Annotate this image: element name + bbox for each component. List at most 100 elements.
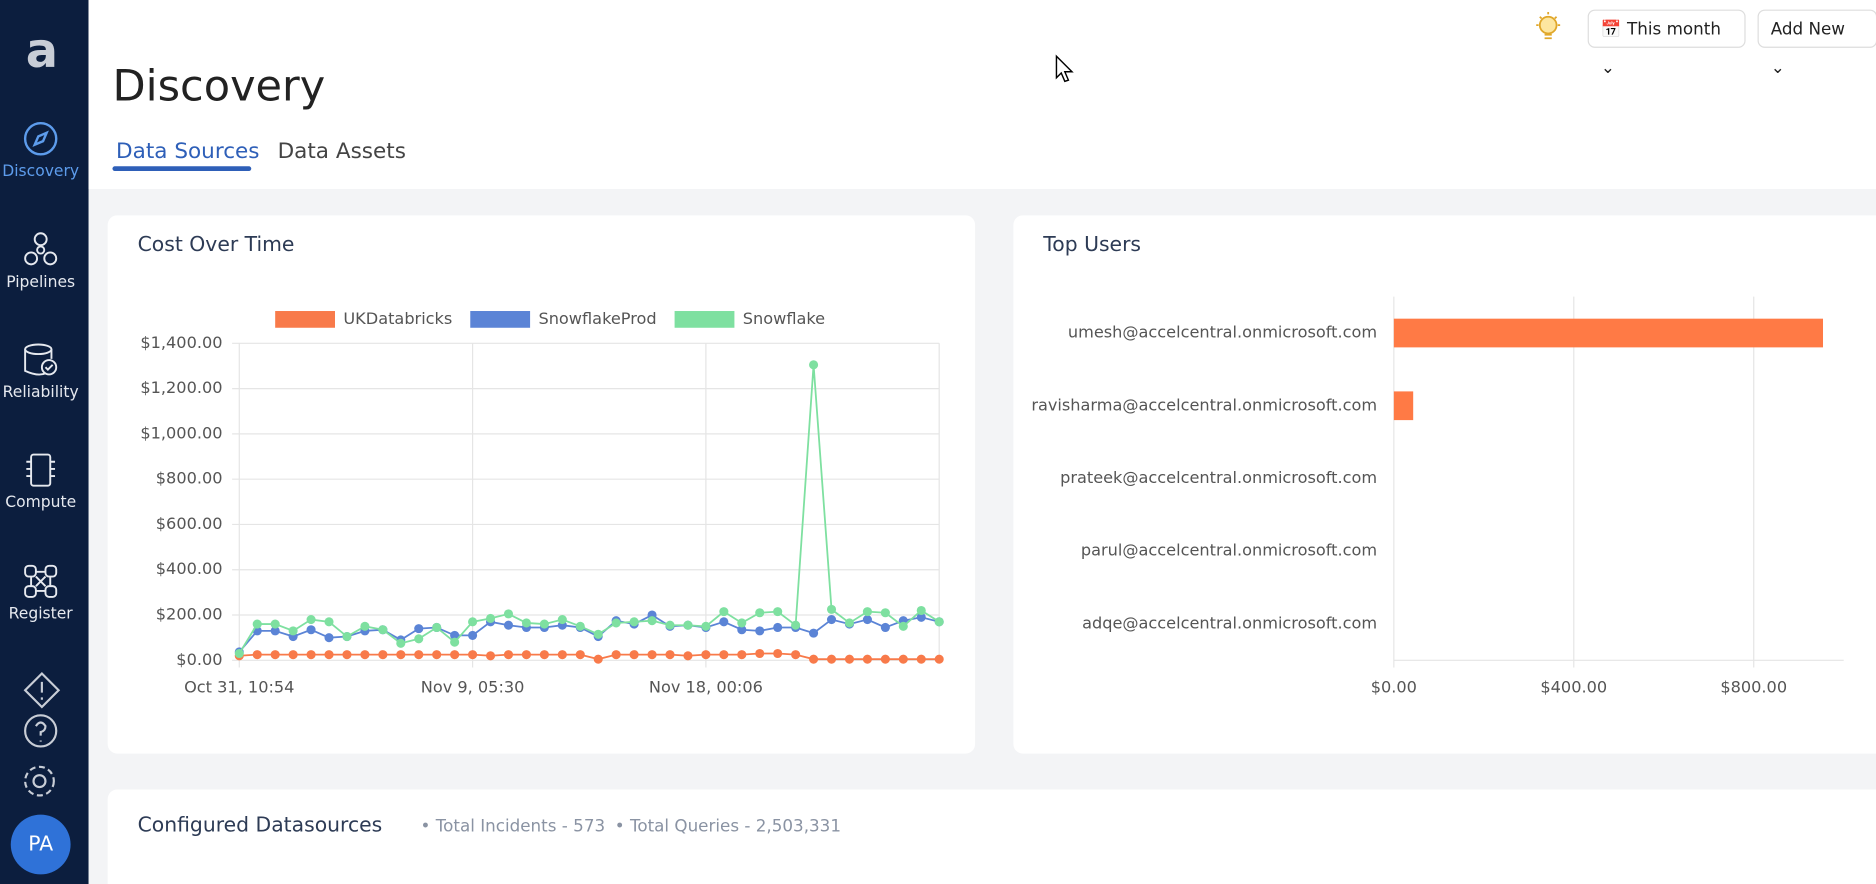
data-point <box>575 650 585 660</box>
data-point <box>916 612 926 622</box>
data-point <box>360 621 370 631</box>
data-point <box>342 631 352 642</box>
data-point <box>450 630 460 640</box>
series-line <box>238 364 940 654</box>
datasources-card: Configured Datasources Total Incidents - … <box>107 789 1876 884</box>
icon <box>24 232 58 266</box>
data-point <box>324 617 334 627</box>
data-point <box>324 633 334 643</box>
data-point <box>755 626 765 636</box>
data-point <box>719 650 729 660</box>
data-point <box>934 654 944 664</box>
users-card: Top Users $0.00 $400.00 $800.00 umesh@accel… <box>1013 215 1876 754</box>
legend-label: UKDatabricks <box>343 309 452 328</box>
nav-reliability[interactable]: Reliability <box>0 341 81 402</box>
data-point <box>629 650 639 660</box>
data-point <box>450 650 460 660</box>
nav-discovery[interactable]: Discovery <box>0 120 81 181</box>
data-point <box>862 615 872 625</box>
data-point <box>809 628 819 638</box>
data-point <box>719 607 729 617</box>
icon <box>23 122 58 156</box>
icon <box>24 343 58 376</box>
data-point <box>701 621 711 631</box>
data-point <box>773 607 783 617</box>
data-point <box>557 615 567 625</box>
data-point <box>450 637 460 647</box>
header: Discovery Data Sources Data Assets 📅 Thi… <box>88 0 1876 190</box>
icon <box>24 564 58 598</box>
legend-swatch <box>275 311 336 328</box>
data-point <box>270 626 280 636</box>
avatar[interactable]: PA <box>10 814 71 875</box>
data-point <box>396 650 406 660</box>
data-point <box>647 650 657 660</box>
data-point <box>539 619 549 629</box>
data-point <box>898 621 908 631</box>
card-title: Cost Over Time <box>137 233 295 258</box>
date-filter[interactable]: 📅 This month ⌄ <box>1587 9 1746 78</box>
nav-register[interactable]: Register <box>0 562 81 623</box>
y-tick-label: $1,200.00 <box>140 378 222 397</box>
data-point <box>485 613 496 623</box>
data-point <box>880 654 890 664</box>
series-line <box>239 652 940 661</box>
data-point <box>539 650 549 660</box>
logo[interactable]: a <box>25 23 59 79</box>
nav-label: Reliability <box>2 383 79 402</box>
data-point <box>611 618 621 628</box>
data-point <box>503 609 514 619</box>
y-tick-label: parul@accelcentral.onmicrosoft.com <box>1081 541 1377 560</box>
add-new-label: Add New <box>1770 20 1846 40</box>
data-point <box>719 617 729 627</box>
data-point <box>503 650 514 660</box>
data-point <box>234 648 244 659</box>
data-point <box>306 615 316 625</box>
data-point <box>916 605 926 616</box>
data-point <box>432 622 442 633</box>
data-point <box>593 654 603 664</box>
add-new-button[interactable]: Add New ⌄ <box>1757 9 1876 78</box>
data-point <box>378 650 388 660</box>
theme-icon[interactable] <box>1531 10 1565 46</box>
stat: Total Queries - 2,503,331 <box>615 817 841 836</box>
nav-label: Compute <box>5 494 77 512</box>
y-tick-label: prateek@accelcentral.onmicrosoft.com <box>1060 468 1377 487</box>
data-point <box>737 650 747 660</box>
nav-pipelines[interactable]: Pipelines <box>0 231 81 292</box>
cursor <box>1055 54 1074 83</box>
data-point <box>468 650 478 660</box>
data-point <box>755 648 765 659</box>
data-point <box>791 620 801 630</box>
data-point <box>898 654 908 664</box>
legend-swatch <box>674 311 735 328</box>
data-point <box>826 654 837 664</box>
data-point <box>683 651 693 661</box>
legend-swatch <box>470 311 531 328</box>
data-point <box>593 629 603 639</box>
data-point <box>755 608 765 618</box>
tab[interactable]: Data Assets <box>277 138 406 164</box>
y-tick-label: $800.00 <box>156 469 223 488</box>
data-point <box>414 624 424 634</box>
data-point <box>826 615 837 625</box>
data-point <box>270 619 280 629</box>
tab[interactable]: Data Sources <box>116 138 260 164</box>
data-point <box>773 622 783 633</box>
nav-compute[interactable]: Compute <box>0 451 81 512</box>
x-tick-label: $0.00 <box>1371 677 1417 696</box>
data-point <box>862 654 872 664</box>
data-point <box>252 619 262 629</box>
data-point <box>485 651 496 661</box>
data-point <box>342 650 352 660</box>
bar <box>1393 318 1824 348</box>
x-tick-label: $800.00 <box>1720 677 1787 696</box>
data-point <box>306 625 316 635</box>
data-point <box>503 620 514 630</box>
legend-label: SnowflakeProd <box>538 309 656 328</box>
data-point <box>360 650 370 660</box>
data-point <box>880 608 890 618</box>
icon <box>26 453 56 487</box>
